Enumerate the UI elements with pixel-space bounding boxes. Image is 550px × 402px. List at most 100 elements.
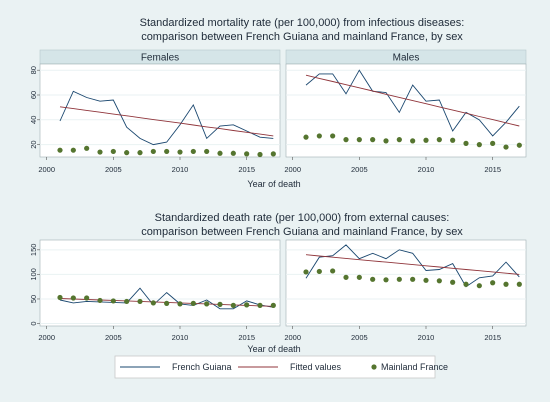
- chart-1-panel-2-mainland-france-point: [383, 138, 389, 144]
- chart-1-panel-1-mainland-france-point: [150, 148, 156, 155]
- chart-2-panel-1-mainland-france-point: [217, 301, 223, 307]
- legend-mainland-france-label: Mainland France: [381, 362, 448, 372]
- chart-2-panel-2-mainland-france-point: [303, 269, 309, 275]
- chart-1-panel-2-french-guiana-line: [305, 69, 520, 137]
- chart-1-panel-2-x-tick-label: 2010: [418, 165, 435, 174]
- chart-2-panel-1-mainland-france-point: [164, 300, 170, 306]
- chart-2-panel-1-mainland-france-point: [150, 300, 156, 306]
- chart-1-panel-1-mainland-france-point: [190, 148, 196, 155]
- chart-1-panel-2-mainland-france-point: [436, 137, 442, 143]
- chart-2-panel-1-mainland-france-point: [204, 301, 210, 307]
- chart-2-panel-2-background: [285, 239, 527, 327]
- chart-2-x-axis-label: Year of death: [247, 344, 300, 354]
- chart-2-panel-1-y-tick-label: 100: [29, 268, 38, 281]
- chart-2-panel-1-mainland-france-point: [110, 298, 116, 304]
- chart-2-panel-1-mainland-france-point: [190, 300, 196, 306]
- chart-1-panel-1-x-tick-label: 2010: [172, 165, 189, 174]
- chart-2-panel-1-y-tick-label: 0: [29, 321, 38, 325]
- chart-1-panel-2-fitted-values-line: [305, 74, 520, 127]
- chart-1-panel-1-mainland-france-point: [164, 148, 170, 155]
- chart-1-panel-1-y-tick-label: 40: [29, 116, 38, 124]
- chart-2-panel-1-mainland-france-point: [257, 302, 263, 308]
- chart-1-panel-2-mainland-france-point: [356, 137, 362, 143]
- chart-2-panel-1-x-tick-label: 2010: [172, 333, 189, 342]
- chart-1-panel-1-mainland-france-point: [110, 148, 116, 155]
- chart-1-panel-2-mainland-france-point: [330, 133, 336, 139]
- chart-2-panel-2-mainland-france-point: [490, 280, 496, 286]
- chart-1-x-axis-label: Year of death: [247, 179, 300, 189]
- chart-2-panel-1-mainland-france-point: [97, 297, 103, 304]
- legend-french-guiana-label: French Guiana: [172, 362, 232, 372]
- chart-1-panel-1-mainland-france-point: [217, 150, 223, 156]
- chart-2-panel-1-mainland-france-point: [230, 302, 236, 308]
- chart-2-panel-2-mainland-france-point: [316, 268, 322, 275]
- chart-1-panel-1-fitted-values-line: [59, 106, 274, 137]
- chart-1-panel-1-header-label: Females: [141, 53, 179, 64]
- chart-1-panel-1-mainland-france-point: [137, 150, 143, 156]
- chart-1-panel-2-x-tick-label: 2015: [484, 165, 501, 174]
- chart-1-panel-1-mainland-france-point: [270, 151, 276, 157]
- chart-2-panel-2-mainland-france-point: [343, 274, 349, 280]
- chart-2-panel-1-mainland-france-point: [137, 298, 143, 305]
- chart-1-plot-area: Females 20 40 60 80 2000 2005 2010 2015 Males 2000…: [29, 49, 527, 174]
- chart-2-panel-1-mainland-france-point: [270, 302, 276, 308]
- chart-2-panel-1-y-tick-label: 50: [29, 295, 38, 303]
- chart-2-panel-2-mainland-france-point: [450, 279, 456, 285]
- chart-1-panel-2-mainland-france-point: [516, 142, 522, 148]
- chart-2-panel-2-mainland-france-point: [423, 277, 429, 283]
- chart-1-panel-2-background: [285, 63, 527, 158]
- chart-2-panel-2-x-tick-label: 2015: [484, 333, 501, 342]
- chart-2-panel-2-mainland-france-point: [330, 268, 336, 274]
- chart-2-panel-2-fitted-values-line: [305, 254, 520, 275]
- chart-1-panel-1-mainland-france-point: [204, 148, 210, 155]
- chart-2-panel-1-x-tick-label: 2005: [105, 333, 122, 342]
- chart-2-panel-1-mainland-france-point: [57, 294, 63, 301]
- chart-1-panel-1-x-tick-label: 2015: [238, 165, 255, 174]
- chart-1-panel-2-x-tick-label: 2005: [351, 165, 368, 174]
- chart-1-panel-1-y-tick-label: 20: [29, 140, 38, 148]
- chart-2-panel-1-french-guiana-line: [59, 287, 274, 310]
- chart-2-panel-1-x-tick-label: 2000: [38, 333, 55, 342]
- chart-2-panel-2-x-tick-label: 2010: [418, 333, 435, 342]
- chart-2-panel-2-x-tick-label: 2005: [351, 333, 368, 342]
- chart-2-panel-1-x-tick-label: 2015: [238, 333, 255, 342]
- chart-1-panel-1-french-guiana-line: [59, 90, 274, 146]
- chart-2-panel-2-mainland-france-point: [396, 276, 402, 282]
- chart-2-title: Standardized death rate (per 100,000) fr…: [155, 212, 450, 224]
- chart-1-panel-1-mainland-france-point: [177, 149, 183, 155]
- chart-1-panel-1-mainland-france-point: [84, 145, 90, 151]
- legend-fitted-values-label: Fitted values: [290, 362, 342, 372]
- chart-1-panel-2-header-label: Males: [393, 53, 420, 64]
- chart-2-panel-2-x-tick-label: 2000: [284, 333, 301, 342]
- chart-1-panel-1-mainland-france-point: [97, 149, 103, 155]
- chart-1-panel-1-mainland-france-point: [244, 151, 250, 157]
- chart-2-panel-1-background: [39, 239, 281, 327]
- chart-1-panel-1-x-tick-label: 2000: [38, 165, 55, 174]
- chart-1-panel-2-mainland-france-point: [463, 140, 469, 146]
- chart-2-panel-2-mainland-france-point: [436, 278, 442, 284]
- chart-1-panel-2-mainland-france-point: [450, 137, 456, 143]
- chart-2-panel-2-mainland-france-point: [383, 277, 389, 283]
- chart-1-panel-2-mainland-france-point: [503, 144, 509, 150]
- chart-1-panel-1-mainland-france-point: [57, 147, 63, 153]
- chart-2-panel-1-mainland-france-point: [124, 298, 130, 305]
- chart-1-panel-2-mainland-france-point: [316, 133, 322, 139]
- chart-1-panel-2-mainland-france-point: [476, 142, 482, 148]
- chart-1-panel-2-mainland-france-point: [396, 137, 402, 143]
- chart-2-panel-2-mainland-france-point: [356, 274, 362, 280]
- chart-2-panel-1-y-tick-label: 150: [29, 244, 38, 257]
- chart-2-panel-1-mainland-france-point: [177, 301, 183, 307]
- chart-1-panel-2-mainland-france-point: [370, 137, 376, 143]
- chart-1-panel-2-mainland-france-point: [490, 140, 496, 146]
- chart-2-subtitle: comparison between French Guiana and mai…: [141, 226, 463, 238]
- chart-2-panel-2-mainland-france-point: [503, 281, 509, 287]
- chart-1-panel-1-mainland-france-point: [230, 150, 236, 156]
- chart-1-panel-2-x-tick-label: 2000: [284, 165, 301, 174]
- chart-2-panel-2-mainland-france-point: [370, 276, 376, 282]
- chart-2-panel-2-mainland-france-point: [463, 281, 469, 287]
- chart-2-panel-2-mainland-france-point: [476, 283, 482, 289]
- chart-1-panel-1-background: [39, 63, 281, 158]
- chart-1-subtitle: comparison between French Guiana and mai…: [141, 31, 463, 43]
- chart-1-panel-2-mainland-france-point: [423, 137, 429, 143]
